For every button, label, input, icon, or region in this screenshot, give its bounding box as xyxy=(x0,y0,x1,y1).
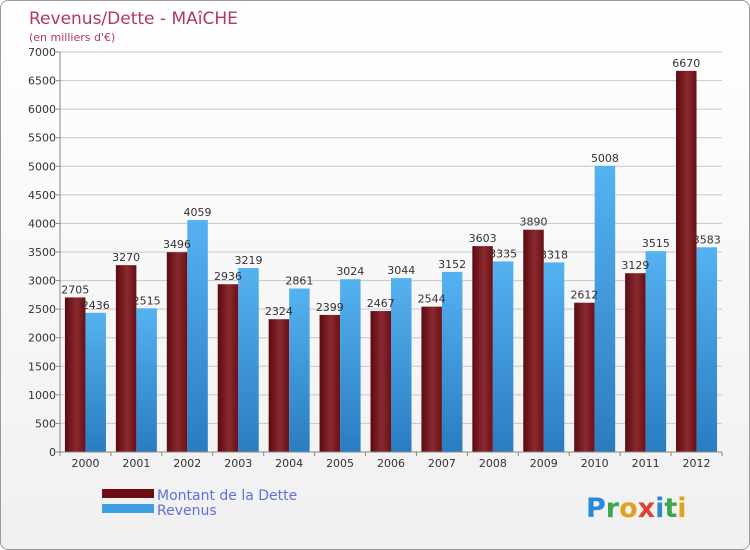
y-tick-label: 1500 xyxy=(28,360,56,373)
legend: Montant de la Dette Revenus xyxy=(102,488,297,519)
bar-revenus-2003 xyxy=(238,268,259,452)
y-tick-label: 5000 xyxy=(28,160,56,173)
x-tick-label: 2000 xyxy=(71,457,99,470)
data-label-revenus-2001: 2515 xyxy=(133,294,161,307)
bar-revenus-2010 xyxy=(594,165,616,453)
y-tick-label: 7000 xyxy=(28,46,56,59)
data-label-debt-2011: 3129 xyxy=(621,259,649,272)
data-label-debt-2009: 3890 xyxy=(520,216,548,229)
y-tick-label: 4000 xyxy=(28,217,56,230)
data-label-revenus-2002: 4059 xyxy=(184,206,212,219)
bar-revenus-2008 xyxy=(492,261,514,452)
x-tick-label: 2001 xyxy=(122,457,150,470)
y-axis-ticks: 0 500 1000 1500 2000 2500 3000 3500 4000 4500 5000… xyxy=(28,46,60,459)
data-label-debt-2000: 2705 xyxy=(61,283,89,296)
chart-subtitle: (en milliers d'€) xyxy=(29,31,115,44)
x-tick-label: 2002 xyxy=(173,457,201,470)
proxiti-logo: Proxiti xyxy=(586,493,687,524)
x-tick-label: 2009 xyxy=(530,457,558,470)
bar-revenus-2001 xyxy=(136,308,157,452)
data-label-debt-2005: 2399 xyxy=(316,301,344,314)
data-label-revenus-2010: 5008 xyxy=(591,152,619,165)
data-label-revenus-2011: 3515 xyxy=(642,237,670,250)
bar-debt-2000 xyxy=(64,297,86,452)
data-label-revenus-2009: 3318 xyxy=(540,248,568,261)
bar-revenus-2004 xyxy=(289,288,310,452)
bar-revenus-2009 xyxy=(543,262,565,452)
bar-revenus-2002 xyxy=(187,220,208,452)
x-tick-label: 2011 xyxy=(632,457,660,470)
x-axis-ticks: 2000 2001 2002 2003 2004 2005 2006 2007 2008 2009… xyxy=(59,452,723,470)
bar-revenus-2006 xyxy=(391,278,412,452)
bar-revenus-2007 xyxy=(441,271,463,452)
bar-revenus-2011 xyxy=(645,251,667,452)
bar-revenus-2005 xyxy=(340,279,361,452)
y-tick-label: 1000 xyxy=(28,389,56,402)
y-tick-label: 6500 xyxy=(28,75,56,88)
x-tick-label: 2007 xyxy=(428,457,456,470)
bar-debt-2003 xyxy=(217,284,239,452)
legend-swatch-debt xyxy=(102,489,154,498)
bar-debt-2008 xyxy=(472,246,493,452)
x-tick-label: 2005 xyxy=(326,457,354,470)
x-tick-label: 2003 xyxy=(224,457,252,470)
legend-label-debt: Montant de la Dette xyxy=(157,488,297,504)
bar-debt-2005 xyxy=(319,314,341,452)
data-label-debt-2004: 2324 xyxy=(265,305,293,318)
legend-label-revenus: Revenus xyxy=(157,503,217,519)
y-tick-label: 500 xyxy=(35,417,56,430)
x-tick-label: 2008 xyxy=(479,457,507,470)
svg-text:Proxiti: Proxiti xyxy=(586,493,687,524)
data-label-debt-2008: 3603 xyxy=(469,232,497,245)
y-tick-label: 2500 xyxy=(28,303,56,316)
data-labels: 2705 2436 3270 2515 3496 4059 2936 3219 2324 2861… xyxy=(61,57,721,318)
bar-debt-2012 xyxy=(676,70,697,452)
bar-revenus-2000 xyxy=(85,312,106,452)
data-label-debt-2003: 2936 xyxy=(214,270,242,283)
data-label-revenus-2012: 3583 xyxy=(693,233,721,246)
data-label-debt-2001: 3270 xyxy=(112,251,140,264)
legend-swatch-revenus xyxy=(102,504,154,513)
data-label-debt-2010: 2612 xyxy=(570,289,598,302)
chart-title: Revenus/Dette - MAîCHE xyxy=(29,9,238,29)
data-label-debt-2007: 2544 xyxy=(418,293,446,306)
y-tick-label: 4500 xyxy=(28,189,56,202)
bar-debt-2010 xyxy=(574,302,595,452)
data-label-revenus-2000: 2436 xyxy=(82,299,110,312)
x-tick-label: 2004 xyxy=(275,457,303,470)
y-tick-label: 0 xyxy=(49,446,56,459)
bar-debt-2007 xyxy=(421,306,442,452)
y-tick-label: 6000 xyxy=(28,103,56,116)
bar-debt-2011 xyxy=(625,273,646,452)
x-tick-label: 2006 xyxy=(377,457,405,470)
data-label-debt-2012: 6670 xyxy=(672,57,700,70)
bar-debt-2009 xyxy=(523,229,544,452)
y-tick-label: 3000 xyxy=(28,275,56,288)
y-tick-label: 3500 xyxy=(28,246,56,259)
data-label-revenus-2005: 3024 xyxy=(336,265,364,278)
data-label-revenus-2003: 3219 xyxy=(234,254,262,267)
data-label-revenus-2004: 2861 xyxy=(285,275,313,288)
x-tick-label: 2012 xyxy=(683,457,711,470)
bar-debt-2001 xyxy=(115,265,137,452)
bars xyxy=(64,70,718,453)
bar-revenus-2012 xyxy=(696,247,718,452)
y-tick-label: 5500 xyxy=(28,132,56,145)
bar-debt-2002 xyxy=(166,252,188,452)
x-tick-label: 2010 xyxy=(581,457,609,470)
data-label-revenus-2007: 3152 xyxy=(438,258,466,271)
data-label-revenus-2008: 3335 xyxy=(489,247,517,260)
bar-debt-2004 xyxy=(268,319,290,452)
data-label-debt-2006: 2467 xyxy=(367,297,395,310)
data-label-revenus-2006: 3044 xyxy=(387,264,415,277)
bar-debt-2006 xyxy=(370,311,391,452)
y-tick-label: 2000 xyxy=(28,332,56,345)
data-label-debt-2002: 3496 xyxy=(163,238,191,251)
